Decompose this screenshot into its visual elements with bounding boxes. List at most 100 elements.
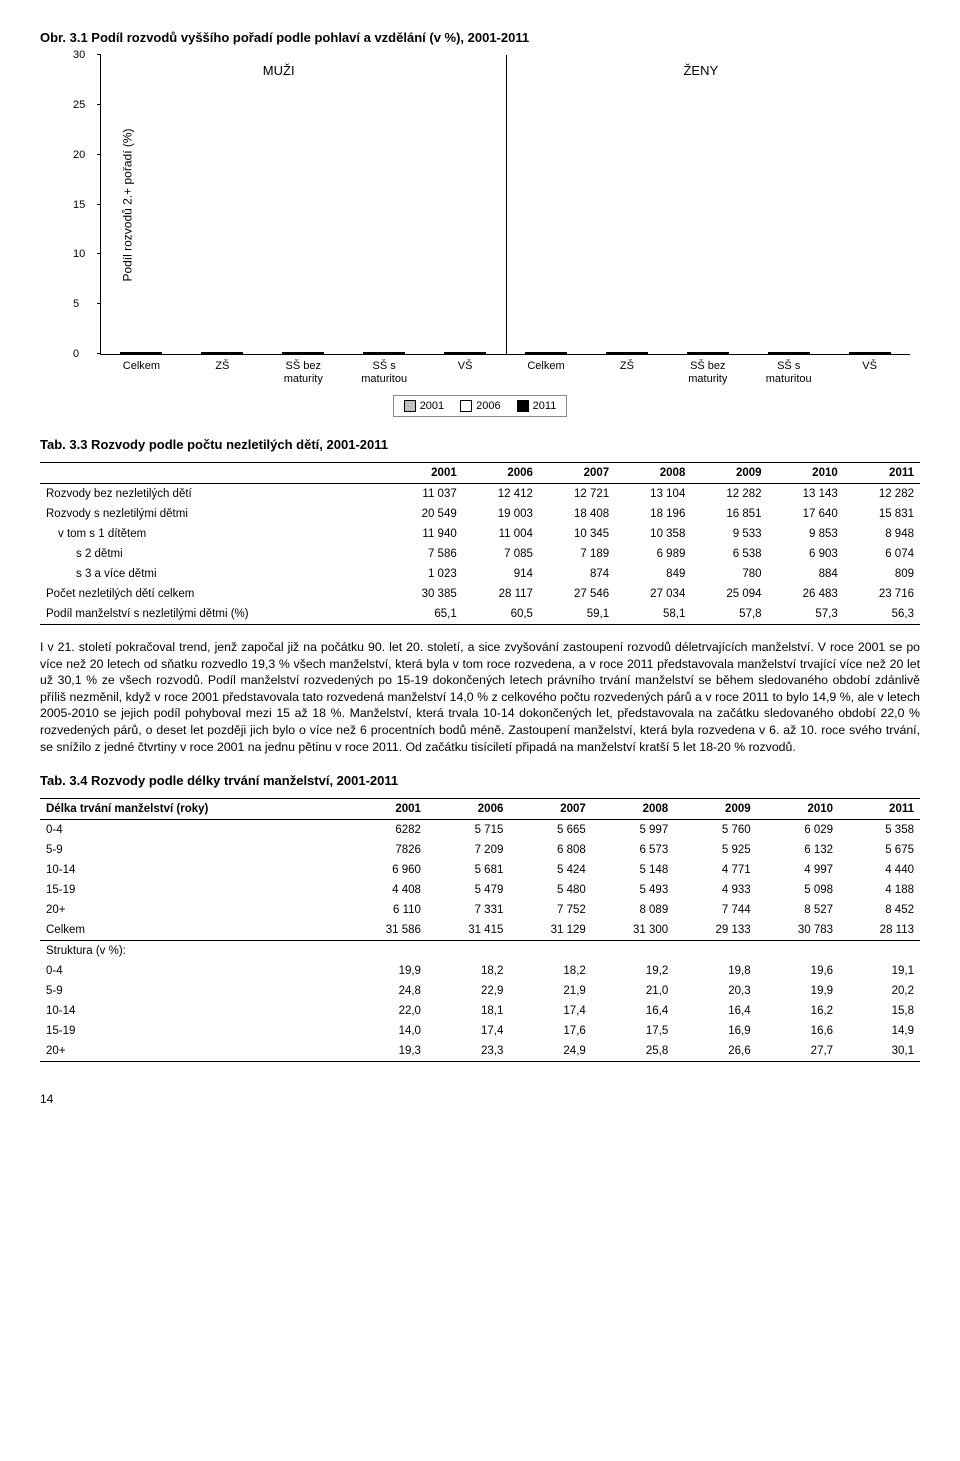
cell: 25 094	[691, 584, 767, 604]
bar-group: SŠ smaturitou	[748, 352, 829, 354]
cell: 13 143	[768, 484, 844, 505]
cell: 5 098	[757, 880, 839, 900]
cell: 8 527	[757, 900, 839, 920]
bar	[458, 352, 472, 354]
table-row: Celkem31 58631 41531 12931 30029 13330 7…	[40, 920, 920, 941]
cell: 6 573	[592, 840, 674, 860]
bar	[849, 352, 863, 354]
cell: 29 133	[674, 920, 756, 941]
cell: 57,3	[768, 604, 844, 625]
bar	[701, 352, 715, 354]
bar	[606, 352, 620, 354]
bar	[863, 352, 877, 354]
col-header: 2011	[839, 799, 920, 820]
cell: 12 282	[844, 484, 920, 505]
cell: 4 933	[674, 880, 756, 900]
cell: 6 074	[844, 544, 920, 564]
cell: 23 716	[844, 584, 920, 604]
x-category-label: VŠ	[458, 360, 473, 373]
bar-group: Celkem	[101, 352, 182, 354]
page-number: 14	[40, 1092, 920, 1106]
row-label: 5-9	[40, 981, 345, 1001]
ytick: 20	[73, 149, 85, 161]
cell: 6 132	[757, 840, 839, 860]
cell: 22,0	[345, 1001, 427, 1021]
row-label: 0-4	[40, 961, 345, 981]
cell: 7 744	[674, 900, 756, 920]
table-row: s 3 a více dětmi1 023914874849780884809	[40, 564, 920, 584]
bar	[282, 352, 296, 354]
cell: 849	[615, 564, 691, 584]
cell: 17,6	[509, 1021, 591, 1041]
ytick-mark	[97, 303, 101, 304]
table-row: 0-419,918,218,219,219,819,619,1	[40, 961, 920, 981]
cell: 26,6	[674, 1041, 756, 1062]
cell: 14,9	[839, 1021, 920, 1041]
table-row: Rozvody s nezletilými dětmi20 54919 0031…	[40, 504, 920, 524]
col-header: Délka trvání manželství (roky)	[40, 799, 345, 820]
bar	[391, 352, 405, 354]
cell: 22,9	[427, 981, 509, 1001]
cell: 914	[463, 564, 539, 584]
row-label: 10-14	[40, 860, 345, 880]
col-header: 2008	[592, 799, 674, 820]
fig1-legend: 200120062011	[40, 395, 920, 417]
cell: 7 752	[509, 900, 591, 920]
cell: 9 533	[691, 524, 767, 544]
ytick-mark	[97, 353, 101, 354]
bar	[215, 352, 229, 354]
bar	[687, 352, 701, 354]
col-header: 2010	[768, 463, 844, 484]
bar	[134, 352, 148, 354]
row-label: 0-4	[40, 820, 345, 841]
cell: 65,1	[387, 604, 463, 625]
legend-item: 2011	[517, 400, 557, 412]
cell: 16,9	[674, 1021, 756, 1041]
cell: 19 003	[463, 504, 539, 524]
cell: 7826	[345, 840, 427, 860]
cell: 5 148	[592, 860, 674, 880]
cell: 19,1	[839, 961, 920, 981]
cell: 8 948	[844, 524, 920, 544]
cell: 16,6	[757, 1021, 839, 1041]
table-row: s 2 dětmi7 5867 0857 1896 9896 5386 9036…	[40, 544, 920, 564]
legend-swatch	[460, 400, 472, 412]
ytick-mark	[97, 54, 101, 55]
cell: 18,1	[427, 1001, 509, 1021]
cell: 23,3	[427, 1041, 509, 1062]
row-label: 10-14	[40, 1001, 345, 1021]
bar-group: ZŠ	[182, 352, 263, 354]
cell: 18 196	[615, 504, 691, 524]
tab33-table: 2001200620072008200920102011 Rozvody bez…	[40, 462, 920, 625]
cell: 16,2	[757, 1001, 839, 1021]
cell: 17,4	[427, 1021, 509, 1041]
cell: 11 004	[463, 524, 539, 544]
cell: 10 345	[539, 524, 615, 544]
cell: 12 412	[463, 484, 539, 505]
bar	[782, 352, 796, 354]
bar	[634, 352, 648, 354]
cell: 7 085	[463, 544, 539, 564]
cell: 19,3	[345, 1041, 427, 1062]
cell: 24,9	[509, 1041, 591, 1062]
col-header: 2009	[674, 799, 756, 820]
cell: 18 408	[539, 504, 615, 524]
table-row: 15-1914,017,417,617,516,916,614,9	[40, 1021, 920, 1041]
ytick: 15	[73, 199, 85, 211]
bar	[310, 352, 324, 354]
table-row: Struktura (v %):	[40, 941, 920, 962]
cell: 26 483	[768, 584, 844, 604]
col-header: 2008	[615, 463, 691, 484]
tab33-title: Tab. 3.3 Rozvody podle počtu nezletilých…	[40, 437, 920, 452]
tab34-title: Tab. 3.4 Rozvody podle délky trvání manž…	[40, 773, 920, 788]
cell: 20,2	[839, 981, 920, 1001]
cell: 18,2	[427, 961, 509, 981]
legend-item: 2006	[460, 400, 500, 412]
cell: 11 037	[387, 484, 463, 505]
bar	[377, 352, 391, 354]
cell: 4 440	[839, 860, 920, 880]
col-header: 2009	[691, 463, 767, 484]
bar	[229, 352, 243, 354]
ytick-mark	[97, 204, 101, 205]
cell: 25,8	[592, 1041, 674, 1062]
